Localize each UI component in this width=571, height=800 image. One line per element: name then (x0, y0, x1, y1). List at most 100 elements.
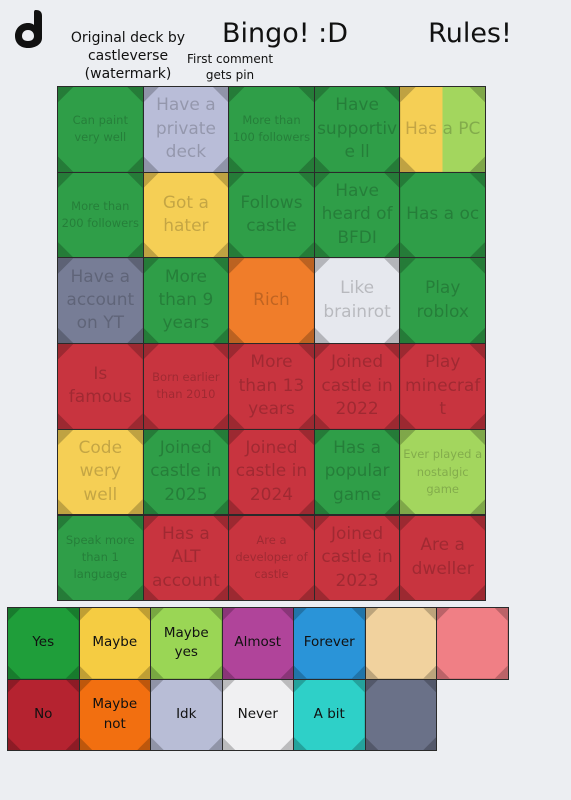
cell-face: Joined castle in 2025 (143, 429, 229, 515)
bingo-square: Born earlier than 2010 (152, 370, 220, 402)
bingo-square-cell[interactable]: Joined castle in 2025 (142, 428, 230, 516)
bingo-square-cell[interactable]: Joined castle in 2024 (228, 428, 315, 516)
bingo-square-cell[interactable]: Has a ALT account (142, 514, 230, 602)
cell-face (365, 679, 436, 750)
legend-swatch-cell[interactable]: Idk (150, 678, 223, 751)
cell-face: More than 13 years (229, 344, 314, 429)
legend-swatch-cell[interactable]: Maybe (78, 607, 151, 680)
legend-swatch-cell[interactable]: A bit (293, 678, 366, 751)
bingo-square: Follows castle (240, 192, 303, 237)
bingo-square-cell[interactable]: Have heard of BFDI (313, 171, 401, 259)
cell-face: Joined castle in 2022 (314, 344, 400, 429)
bingo-square-cell[interactable]: Are a developer of castle (228, 514, 315, 602)
bingo-square-cell[interactable]: Speak more than 1 language (57, 514, 144, 602)
bingo-square: Like brainrot (323, 278, 391, 322)
bingo-square-cell[interactable]: Have a private deck (142, 86, 230, 173)
legend-swatch-cell[interactable]: Maybe yes (150, 607, 223, 680)
legend-swatch-cell[interactable]: No (7, 678, 80, 751)
bingo-square-cell[interactable]: Are a dweller (399, 514, 486, 602)
bingo-square-cell[interactable]: Follows castle (228, 171, 315, 259)
cell-face: Are a developer of castle (229, 515, 314, 601)
bingo-square-cell[interactable]: Code wery well (57, 428, 144, 516)
bingo-square: Joined castle in 2023 (321, 523, 393, 591)
bingo-square: Play minecraft (405, 352, 481, 420)
legend-swatch: Idk (176, 705, 197, 722)
cell-face: Maybe (79, 608, 150, 679)
cell-face: Have heard of BFDI (314, 172, 400, 258)
cell-face: Are a dweller (400, 515, 485, 601)
legend-swatch-cell[interactable]: Almost (221, 607, 294, 680)
cell-face (437, 608, 508, 679)
bingo-square-cell[interactable]: Have supportive ll (313, 86, 401, 173)
bingo-square-cell[interactable]: Born earlier than 2010 (142, 343, 230, 430)
legend-swatch-cell[interactable]: Forever (293, 607, 366, 680)
bingo-square: Can paint very well (72, 113, 128, 145)
bingo-square-cell[interactable]: Like brainrot (313, 257, 401, 345)
cell-face: Has a ALT account (143, 515, 229, 601)
legend-swatch-cell[interactable]: Never (221, 678, 294, 751)
bingo-square: Code wery well (78, 437, 123, 505)
cell-face: More than 100 followers (229, 87, 314, 172)
bingo-square: Got a hater (162, 192, 209, 237)
cell-face: Have supportive ll (314, 87, 400, 172)
bingo-square-cell[interactable]: Joined castle in 2023 (313, 514, 401, 602)
bingo-square: Is famous (68, 363, 132, 408)
cell-face: Like brainrot (314, 258, 400, 344)
cell-face: Code wery well (58, 429, 143, 515)
bingo-square-cell[interactable]: More than 13 years (228, 343, 315, 430)
rules-button[interactable]: Rules! (428, 18, 512, 49)
cell-face: Joined castle in 2024 (229, 429, 314, 515)
cell-face: Speak more than 1 language (58, 515, 143, 601)
bingo-square: Joined castle in 2022 (321, 352, 393, 420)
bingo-square-cell[interactable]: Play minecraft (399, 343, 486, 430)
cell-face: Born earlier than 2010 (143, 344, 229, 429)
bingo-square-cell[interactable]: Got a hater (142, 171, 230, 259)
cell-face: Has a oc (400, 172, 485, 258)
cell-face: Joined castle in 2023 (314, 515, 400, 601)
cell-face: Maybe not (79, 679, 150, 750)
bingo-square: Rich (253, 290, 290, 310)
bingo-square: Speak more than 1 language (65, 532, 135, 582)
bingo-square: Are a developer of castle (235, 532, 308, 582)
bingo-square-cell[interactable]: More than 9 years (142, 257, 230, 345)
cell-face: Can paint very well (58, 87, 143, 172)
bingo-square: Play roblox (416, 278, 469, 322)
bingo-square-cell[interactable]: Has a popular game (313, 428, 401, 516)
bingo-square: Have heard of BFDI (321, 180, 393, 248)
cell-face: A bit (294, 679, 365, 750)
bingo-square-cell[interactable]: Can paint very well (57, 86, 144, 173)
cell-face: Ever played a nostalgic game (400, 429, 485, 515)
legend-swatch-cell[interactable] (436, 607, 509, 680)
cell-face (365, 608, 436, 679)
bingo-square-cell[interactable]: More than 200 followers (57, 171, 144, 259)
bingo-square: Has a PC (404, 118, 481, 139)
legend-swatch: Never (237, 705, 278, 722)
bingo-square-cell[interactable]: Rich (228, 257, 315, 345)
bingo-square: Joined castle in 2025 (150, 437, 222, 505)
bingo-square-cell[interactable]: Play roblox (399, 257, 486, 345)
bingo-square: Are a dweller (411, 535, 474, 579)
legend-swatch: A bit (313, 705, 345, 722)
bingo-square-cell[interactable]: Ever played a nostalgic game (399, 428, 486, 516)
bingo-square-cell[interactable]: Joined castle in 2022 (313, 343, 401, 430)
cell-face: Play roblox (400, 258, 485, 344)
bingo-square-cell[interactable]: Have a account on YT (57, 257, 144, 345)
legend-swatch-cell[interactable]: Maybe not (78, 678, 151, 751)
bingo-square-cell[interactable]: Has a oc (399, 171, 486, 259)
credit-text: Original deck by castleverse (watermark) (70, 30, 186, 83)
bingo-square-cell[interactable]: Has a PC (399, 86, 486, 173)
cell-face: Forever (294, 608, 365, 679)
cell-face: Got a hater (143, 172, 229, 258)
legend-swatch-cell[interactable] (364, 678, 437, 751)
legend-swatch-cell[interactable] (364, 607, 437, 680)
bingo-square: Has a oc (406, 204, 480, 225)
cell-face: Yes (8, 608, 79, 679)
cell-face: No (8, 679, 79, 750)
bingo-square-cell[interactable]: More than 100 followers (228, 86, 315, 173)
cell-face: Have a private deck (143, 87, 229, 172)
bingo-square-cell[interactable]: Is famous (57, 343, 144, 430)
legend-swatch-cell[interactable]: Yes (7, 607, 80, 680)
app-logo[interactable] (14, 8, 46, 48)
cell-face: Almost (222, 608, 293, 679)
